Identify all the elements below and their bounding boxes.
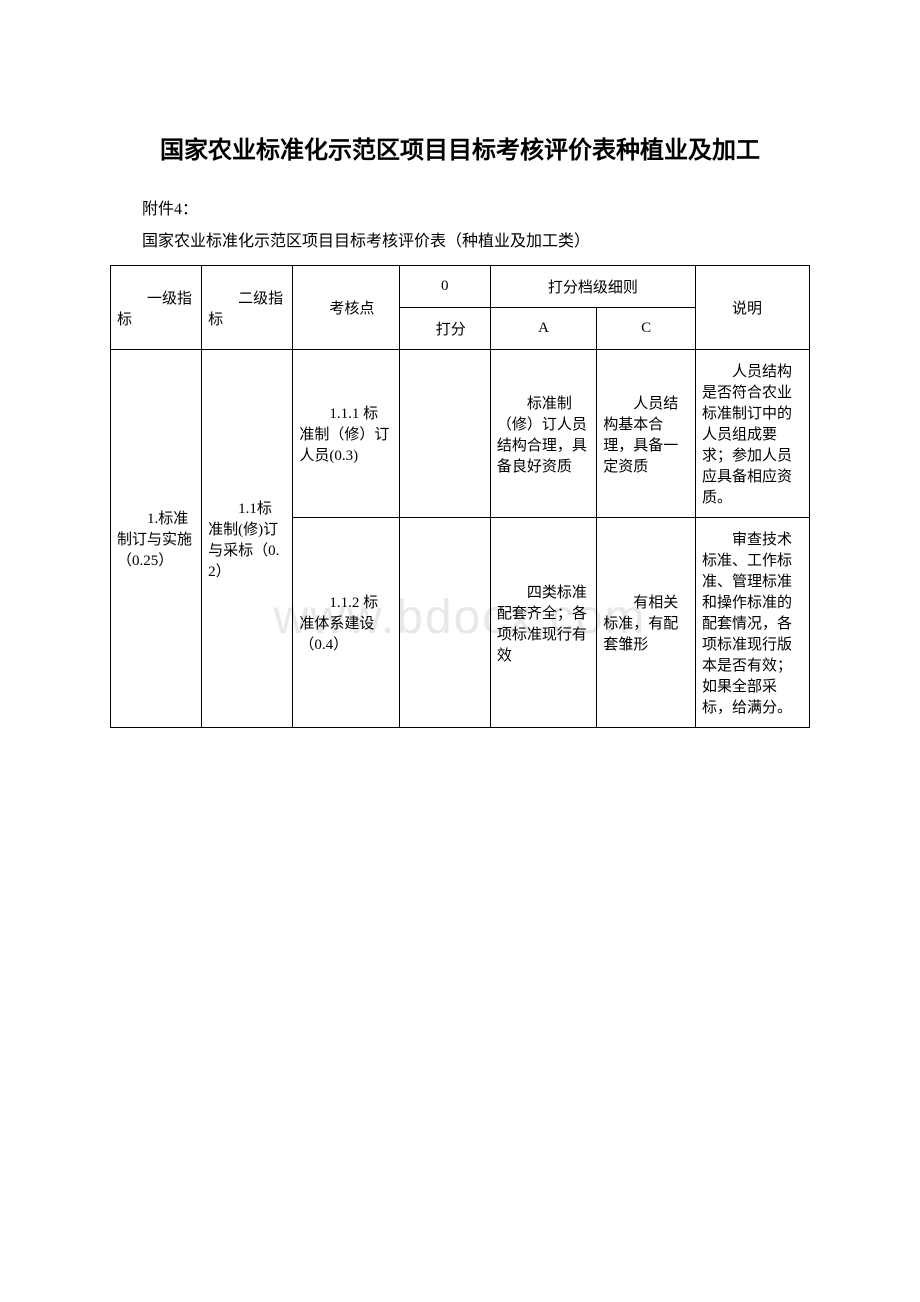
table-row: 1.标准制订与实施（0.25） 1.1标准制(修)订与采标（0.2） 1.1.1… [111, 350, 810, 518]
header-level2: 二级指标 [202, 266, 293, 350]
cell-col-c: 有相关标准，有配套雏形 [597, 518, 696, 728]
cell-description: 审查技术标准、工作标准、管理标准和操作标准的配套情况，各项标准现行版本是否有效；… [695, 518, 809, 728]
header-description: 说明 [695, 266, 809, 350]
cell-score [399, 518, 490, 728]
header-score: 打分 [399, 308, 490, 350]
page-title: 国家农业标准化示范区项目目标考核评价表种植业及加工 [110, 130, 810, 165]
cell-level2: 1.1标准制(修)订与采标（0.2） [202, 350, 293, 728]
header-checkpoint: 考核点 [293, 266, 399, 350]
header-col-a: A [490, 308, 596, 350]
table-header-row-1: 一级指标 二级指标 考核点 0 打分档级细则 说明 [111, 266, 810, 308]
cell-score [399, 350, 490, 518]
attachment-label: 附件4： [110, 195, 810, 219]
cell-col-c: 人员结构基本合理，具备一定资质 [597, 350, 696, 518]
header-col-c: C [597, 308, 696, 350]
cell-checkpoint: 1.1.1 标准制（修）订人员(0.3) [293, 350, 399, 518]
header-scoring-detail: 打分档级细则 [490, 266, 695, 308]
cell-col-a: 四类标准配套齐全；各项标准现行有效 [490, 518, 596, 728]
cell-col-a: 标准制（修）订人员结构合理，具备良好资质 [490, 350, 596, 518]
evaluation-table: 一级指标 二级指标 考核点 0 打分档级细则 说明 打分 A C 1.标准制订与… [110, 265, 810, 728]
subtitle: 国家农业标准化示范区项目目标考核评价表（种植业及加工类） [110, 227, 810, 251]
header-zero: 0 [399, 266, 490, 308]
cell-description: 人员结构是否符合农业标准制订中的人员组成要求；参加人员应具备相应资质。 [695, 350, 809, 518]
header-level1: 一级指标 [111, 266, 202, 350]
document-content: 国家农业标准化示范区项目目标考核评价表种植业及加工 附件4： 国家农业标准化示范… [110, 130, 810, 728]
cell-checkpoint: 1.1.2 标准体系建设（0.4） [293, 518, 399, 728]
cell-level1: 1.标准制订与实施（0.25） [111, 350, 202, 728]
